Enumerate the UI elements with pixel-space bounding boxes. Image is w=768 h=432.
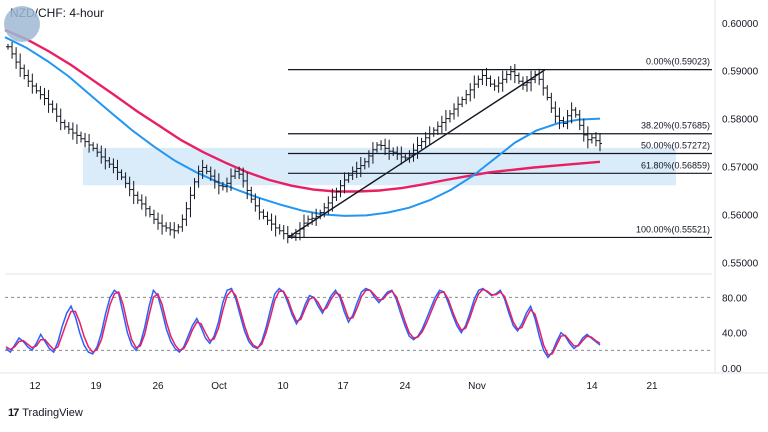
avatar-circle[interactable] (4, 6, 40, 42)
axes-layer: 0.60000 0.59000 0.58000 0.57000 0.56000 0.550… (0, 0, 768, 392)
brand-label: TradingView (22, 407, 83, 419)
price-tick-label: 0.56000 (722, 210, 759, 221)
fib-level-label: 61.80%(0.56859) (641, 160, 710, 170)
avatar[interactable] (4, 6, 40, 42)
fib-level-label: 38.20%(0.57685) (641, 121, 710, 131)
price-tick-label: 0.55000 (722, 258, 759, 269)
time-tick-label: 21 (646, 381, 658, 392)
moving-average-layer (4, 28, 601, 217)
stochastic-layer (5, 273, 712, 359)
time-tick-label: 19 (90, 381, 102, 392)
fib-level-label: 50.00%(0.57272) (641, 141, 710, 151)
time-tick-label: Nov (468, 381, 486, 392)
time-tick-label: 10 (277, 381, 289, 392)
price-tick-label: 0.60000 (722, 19, 759, 30)
price-tick-label: 0.57000 (722, 163, 759, 174)
fib-level-label: 0.00%(0.59023) (646, 57, 710, 67)
stochastic-tick-label: 0.00 (722, 364, 742, 375)
stochastic-tick-label: 80.00 (722, 293, 747, 304)
fib-level-label: 100.00%(0.55521) (636, 224, 710, 234)
time-tick-label: 14 (586, 381, 598, 392)
time-tick-label: 17 (337, 381, 349, 392)
time-tick-label: 12 (29, 381, 41, 392)
time-tick-label: 24 (399, 381, 411, 392)
price-tick-label: 0.58000 (722, 115, 759, 126)
stochastic-k-line (5, 287, 601, 359)
sma-fast-line (4, 36, 601, 217)
tradingview-logo-icon: 17 (8, 407, 19, 419)
price-bars-layer (6, 41, 602, 244)
fibonacci-layer: 0.00%(0.59023) 38.20%(0.57685) 50.00%(0.57… (288, 57, 712, 239)
tradingview-brand[interactable]: 17 TradingView (8, 407, 83, 419)
stochastic-tick-label: 40.00 (722, 329, 747, 340)
time-tick-label: Oct (211, 381, 227, 392)
price-tick-label: 0.59000 (722, 67, 759, 78)
uptrend-line (287, 69, 546, 239)
sma-slow-line (4, 28, 601, 193)
trendline-layer (287, 69, 546, 239)
time-tick-label: 26 (152, 381, 164, 392)
stochastic-d-line (5, 288, 601, 356)
